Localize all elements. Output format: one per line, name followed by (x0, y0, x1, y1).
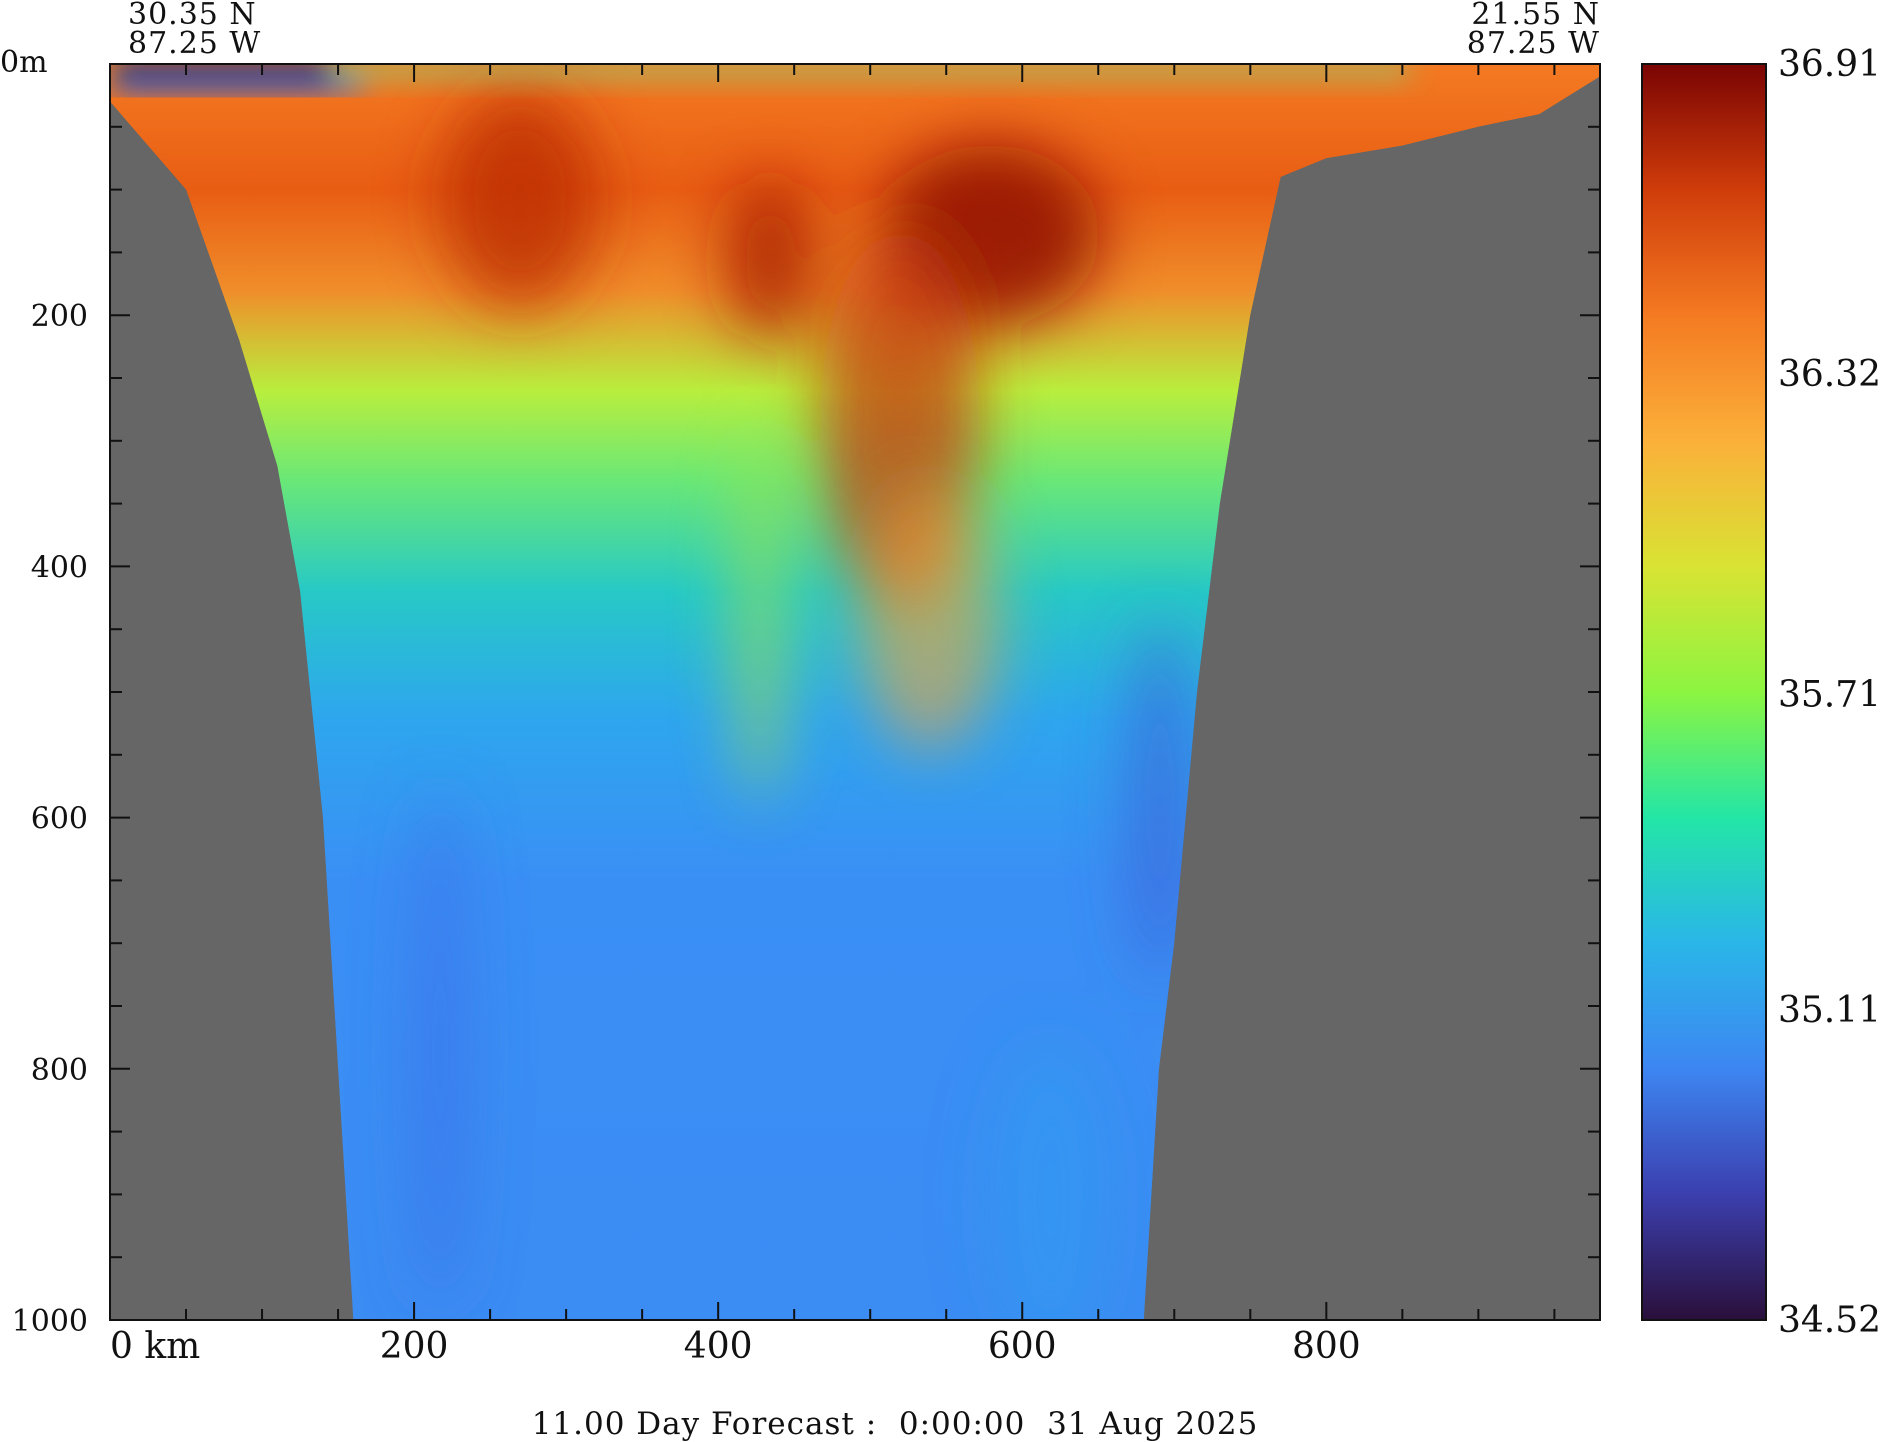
x-tick-label: 200 (380, 1326, 449, 1367)
surface-fresh-layer (110, 64, 1410, 94)
x-axis-ticks (109, 64, 1556, 1320)
low-salinity-band-1 (412, 790, 468, 1310)
high-salinity-core-2 (440, 90, 600, 310)
plot-area (110, 64, 1600, 1320)
mid-salinity-plume (860, 490, 1000, 750)
colorbar-tick-label: 35.71 (1778, 675, 1881, 716)
colorbar-tick-labels: 36.91 36.32 35.71 35.11 34.52 (1778, 44, 1881, 1341)
end-lat-label: 21.55 N (1471, 0, 1600, 32)
coastal-fresh-fringe (112, 78, 362, 94)
colorbar (1641, 63, 1767, 1321)
colorbar-tick-label: 36.91 (1778, 44, 1881, 85)
y-axis-ticks (110, 63, 1600, 1321)
y-tick-label: 800 (31, 1053, 88, 1088)
y-tick-label: 200 (31, 299, 88, 334)
y-tick-label: 400 (31, 550, 88, 585)
fresh-pocket-deep (990, 1040, 1110, 1320)
colorbar-tick-label: 34.52 (1778, 1300, 1881, 1341)
end-lon-label: 87.25 W (1467, 26, 1600, 61)
seafloor-land-mask (110, 64, 354, 1320)
y-tick-label: 1000 (12, 1304, 88, 1339)
colorbar-tick-label: 36.32 (1778, 354, 1881, 395)
high-salinity-core-3 (725, 180, 815, 340)
x-tick-label: 800 (1292, 1326, 1361, 1367)
forecast-caption: 11.00 Day Forecast : 0:00:00 31 Aug 2025 (532, 1406, 1259, 1442)
y-axis-tick-labels: 0m 200 400 600 800 1000 (0, 45, 88, 1339)
surface-green-strip (110, 64, 1410, 78)
start-lon-label: 87.25 W (128, 26, 261, 61)
x-axis-tick-labels: 0 km 200 400 600 800 (110, 1326, 1361, 1367)
colorbar-tick-label: 35.11 (1778, 990, 1881, 1031)
mid-salinity-plume-2 (735, 440, 785, 800)
seafloor-land-mask-right (1143, 64, 1600, 1320)
x-tick-label: 400 (684, 1326, 753, 1367)
y-tick-label: 600 (31, 802, 88, 837)
low-salinity-band-2 (1130, 620, 1190, 980)
start-lat-label: 30.35 N (128, 0, 257, 32)
x-tick-label: 0 km (110, 1326, 200, 1367)
x-tick-label: 600 (988, 1326, 1057, 1367)
salinity-features (412, 90, 1190, 1320)
y-tick-label: 0m (0, 45, 48, 80)
